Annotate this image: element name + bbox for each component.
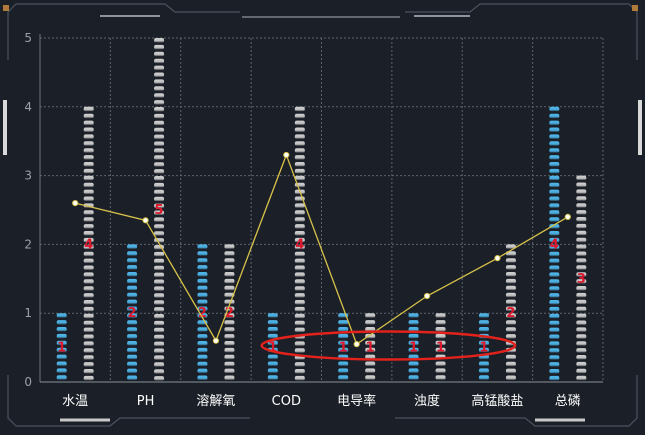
- y-tick-label: 0: [24, 375, 32, 389]
- grid-lines: [39, 37, 604, 382]
- bar-value-label: 1: [409, 341, 418, 356]
- bar: [408, 313, 419, 380]
- y-tick-label: 3: [24, 169, 32, 183]
- bar: [56, 313, 67, 380]
- x-tick-label: COD: [272, 394, 301, 409]
- highlight-ellipse: [260, 330, 517, 361]
- bar: [127, 244, 138, 380]
- bar: [154, 38, 165, 381]
- value-labels: 1 2 2 1 1 1 1 4 4 5 2 4 1 1 2 3: [57, 203, 586, 356]
- y-tick-label: 4: [24, 100, 32, 114]
- x-tick-label: 高锰酸盐: [471, 393, 523, 409]
- bar: [505, 244, 516, 380]
- x-axis: 水温 PH 溶解氧 COD 电导率 浊度 高锰酸盐 总磷: [40, 381, 603, 409]
- bar: [549, 106, 560, 381]
- bar-value-label: 1: [339, 341, 348, 356]
- y-axis: 0 1 2 3 4 5: [24, 31, 41, 389]
- line-point: [283, 151, 290, 159]
- line-point: [212, 337, 220, 344]
- bar-value-label: 2: [198, 306, 207, 321]
- line-point: [494, 255, 501, 262]
- bar-value-label: 2: [506, 306, 515, 321]
- bar-value-label: 4: [295, 237, 304, 252]
- x-tick-label: 电导率: [337, 393, 376, 409]
- bar-value-label: 5: [155, 203, 164, 218]
- bar: [478, 313, 489, 380]
- trend-line: [75, 153, 569, 346]
- bar: [267, 313, 278, 380]
- line-point: [72, 200, 79, 207]
- bar-value-label: 4: [84, 237, 93, 252]
- y-tick-label: 1: [24, 306, 32, 320]
- annotation-layer: [260, 330, 517, 361]
- bar: [83, 106, 94, 381]
- trend-line-series: [72, 151, 571, 348]
- panel-frame: [3, 3, 642, 427]
- x-tick-label: 总磷: [555, 394, 581, 409]
- x-tick-label: PH: [137, 394, 155, 409]
- line-point: [142, 217, 149, 224]
- bar-value-label: 2: [128, 306, 137, 321]
- bar-value-label: 1: [57, 341, 66, 356]
- bar-value-label: 1: [436, 341, 445, 356]
- x-tick-label: 浊度: [414, 393, 440, 409]
- bar-value-label: 1: [479, 341, 488, 356]
- y-tick-label: 5: [24, 31, 32, 45]
- bar: [197, 244, 208, 380]
- bar-series: [56, 38, 587, 381]
- line-point: [564, 213, 571, 220]
- bar: [576, 175, 587, 381]
- bar-value-label: 4: [550, 237, 559, 252]
- bar: [224, 244, 235, 380]
- bar-value-label: 1: [268, 341, 277, 356]
- line-point: [423, 292, 431, 300]
- line-point: [353, 341, 360, 348]
- y-tick-label: 2: [24, 237, 32, 251]
- x-tick-label: 水温: [62, 394, 88, 409]
- bar-value-label: 2: [225, 306, 234, 321]
- bar-value-label: 3: [577, 272, 586, 287]
- x-tick-label: 溶解氧: [196, 394, 235, 409]
- bar: [365, 313, 376, 380]
- bar-value-label: 1: [366, 341, 375, 356]
